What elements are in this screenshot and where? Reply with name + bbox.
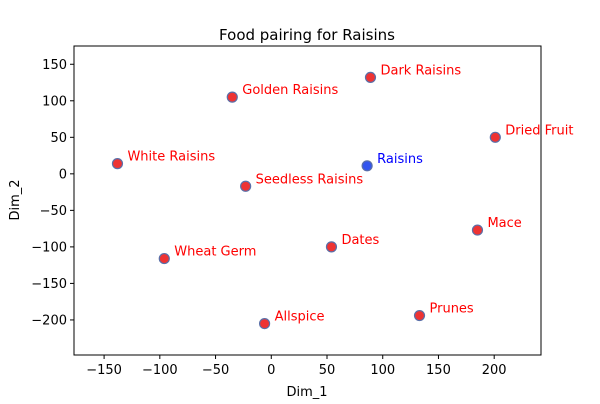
y-tick-label: −50 xyxy=(40,204,67,219)
point-label: Wheat Germ xyxy=(174,245,256,260)
pairing-point-marker xyxy=(240,180,252,192)
target-point-marker xyxy=(361,160,373,172)
y-tick-label: 50 xyxy=(50,131,67,146)
x-axis-label: Dim_1 xyxy=(286,385,327,400)
pairing-point-marker xyxy=(325,241,338,253)
point-label: Dried Fruit xyxy=(505,123,573,138)
plot-area-frame xyxy=(73,45,542,356)
x-tick-label: −50 xyxy=(202,363,229,378)
scatter-point-group: Mace xyxy=(471,216,522,236)
y-tick-label: −200 xyxy=(31,313,67,328)
pairing-point-marker xyxy=(364,71,377,84)
data-points: Raisins Dark Raisins Golden Raisins Dried F… xyxy=(111,63,573,330)
point-label: Dark Raisins xyxy=(380,63,461,78)
x-tick-label: 0 xyxy=(267,363,275,378)
y-axis-label: Dim_2 xyxy=(8,179,23,220)
x-tick-label: −100 xyxy=(142,363,178,378)
scatter-point-group: Seedless Raisins xyxy=(240,172,364,192)
pairing-point-marker xyxy=(158,252,170,265)
y-tick-label: 100 xyxy=(42,94,67,109)
scatter-point-group: Wheat Germ xyxy=(158,245,256,265)
point-label: Mace xyxy=(487,216,521,231)
point-label: White Raisins xyxy=(127,150,215,165)
point-label: Dates xyxy=(341,233,379,248)
scatter-point-group: Prunes xyxy=(413,302,474,322)
y-tick-label: −150 xyxy=(31,277,67,292)
scatter-point-group: Raisins xyxy=(361,152,423,172)
scatter-point-group: Golden Raisins xyxy=(226,83,338,103)
point-label: Prunes xyxy=(430,302,474,317)
pairing-point-marker xyxy=(111,158,124,170)
pairing-point-marker xyxy=(489,131,501,143)
y-tick-label: 0 xyxy=(59,167,67,182)
y-tick-label: 150 xyxy=(42,58,67,73)
y-tick-label: −100 xyxy=(31,240,67,255)
x-tick-label: 200 xyxy=(482,363,507,378)
x-axis-ticks: −150 −100 −50 0 50 100 150 200 xyxy=(86,355,507,378)
point-label: Raisins xyxy=(377,152,423,167)
point-label: Allspice xyxy=(275,310,325,325)
scatter-point-group: White Raisins xyxy=(111,150,215,170)
pairing-point-marker xyxy=(226,91,238,103)
x-tick-label: 100 xyxy=(370,363,395,378)
pairing-point-marker xyxy=(413,309,426,322)
point-label: Golden Raisins xyxy=(242,83,338,98)
pairing-point-marker xyxy=(471,224,484,236)
scatter-point-group: Dried Fruit xyxy=(489,123,573,143)
x-tick-label: 50 xyxy=(319,363,336,378)
x-tick-label: −150 xyxy=(86,363,122,378)
scatter-point-group: Dates xyxy=(325,233,380,253)
point-label: Seedless Raisins xyxy=(256,172,364,187)
scatter-point-group: Allspice xyxy=(258,310,325,330)
scatter-point-group: Dark Raisins xyxy=(364,63,461,84)
pairing-point-marker xyxy=(258,317,271,330)
x-tick-label: 150 xyxy=(426,363,451,378)
y-axis-ticks: 150 100 50 0 −50 −100 −150 −200 xyxy=(31,58,74,328)
chart-title: Food pairing for Raisins xyxy=(219,26,395,44)
